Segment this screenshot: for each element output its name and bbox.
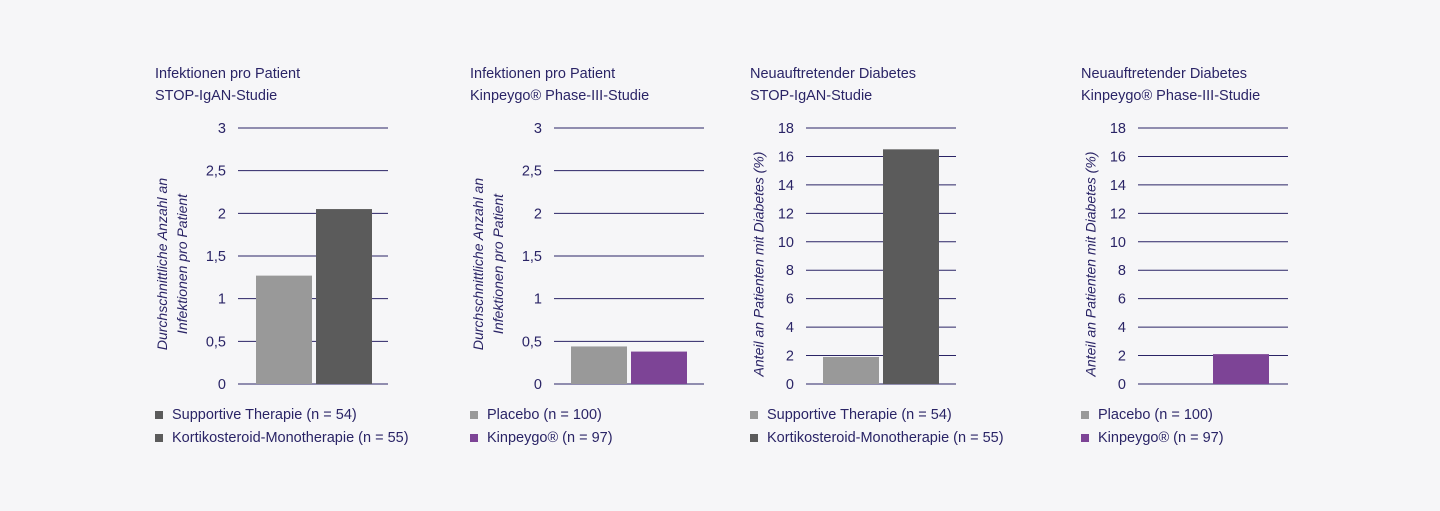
chart-title-line2: Kinpeygo® Phase-III-Studie — [1081, 88, 1261, 104]
y-tick-label: 2 — [1118, 349, 1126, 365]
y-tick-label: 2,5 — [522, 164, 542, 180]
legend-swatch — [155, 433, 163, 442]
legend-swatch — [1081, 410, 1089, 419]
legend-swatch — [470, 433, 478, 442]
legend-label: Kortikosteroid-Monotherapie (n = 55) — [767, 429, 1004, 446]
y-tick-label: 1 — [534, 292, 542, 308]
legend-label: Supportive Therapie (n = 54) — [767, 406, 952, 423]
bar-first-series — [571, 346, 627, 384]
bar-first-series — [823, 356, 879, 384]
chart-title: Infektionen pro Patient Kinpeygo® Phase-… — [470, 63, 649, 107]
y-tick-label: 0 — [786, 377, 794, 393]
legend: Supportive Therapie (n = 54) Kortikoster… — [750, 403, 1004, 449]
legend-label: Placebo (n = 100) — [487, 406, 602, 423]
bar-chart: 0 0,5 1 1,5 2 2,5 3 — [206, 121, 388, 393]
y-tick-label: 14 — [778, 178, 794, 194]
legend-item: Kinpeygo® (n = 97) — [1081, 426, 1224, 449]
legend-item: Placebo (n = 100) — [470, 403, 613, 426]
legend-swatch — [155, 410, 163, 419]
legend-item: Supportive Therapie (n = 54) — [155, 403, 409, 426]
y-tick-label: 4 — [786, 320, 794, 336]
y-tick-label: 12 — [778, 206, 794, 222]
y-tick-label: 6 — [1118, 292, 1126, 308]
y-tick-label: 0 — [218, 377, 226, 393]
y-tick-label: 10 — [778, 235, 794, 251]
legend-label: Placebo (n = 100) — [1098, 406, 1213, 423]
y-tick-label: 3 — [534, 121, 542, 137]
legend-item: Supportive Therapie (n = 54) — [750, 403, 1004, 426]
legend-label: Kinpeygo® (n = 97) — [487, 429, 613, 446]
y-tick-label: 16 — [1110, 149, 1126, 165]
legend-swatch — [470, 410, 478, 419]
legend-label: Kinpeygo® (n = 97) — [1098, 429, 1224, 446]
legend: Supportive Therapie (n = 54) Kortikoster… — [155, 403, 409, 449]
bar-chart: 0 2 4 6 8 10 12 14 16 18 — [778, 121, 956, 393]
chart-title-line1: Neuauftretender Diabetes — [1081, 66, 1248, 82]
y-tick-label: 4 — [1118, 320, 1126, 336]
legend-label: Supportive Therapie (n = 54) — [172, 406, 357, 423]
chart-title-line1: Neuauftretender Diabetes — [750, 66, 917, 82]
y-tick-label: 8 — [1118, 263, 1126, 279]
chart-title-line1: Infektionen pro Patient — [155, 66, 301, 82]
y-tick-label: 1,5 — [206, 249, 226, 265]
bar-second-series — [316, 209, 372, 384]
y-tick-label: 0,5 — [522, 334, 542, 350]
chart-panel-diabetes-stop-igan: Neuauftretender Diabetes STOP-IgAN-Studi… — [750, 63, 1004, 449]
y-tick-label: 0,5 — [206, 334, 226, 350]
legend-item: Placebo (n = 100) — [1081, 403, 1224, 426]
bar-second-series — [631, 351, 687, 384]
y-tick-label: 2 — [218, 206, 226, 222]
y-tick-label: 0 — [534, 377, 542, 393]
chart-title-line2: STOP-IgAN-Studie — [750, 88, 873, 104]
bar-first-series — [256, 275, 312, 384]
legend-swatch — [750, 410, 758, 419]
chart-title-line2: Kinpeygo® Phase-III-Studie — [470, 88, 650, 104]
legend: Placebo (n = 100) Kinpeygo® (n = 97) — [1081, 403, 1224, 449]
chart-panel-infections-stop-igan: Infektionen pro Patient STOP-IgAN-Studie… — [0, 0, 408, 511]
legend-swatch — [750, 433, 758, 442]
y-tick-label: 3 — [218, 121, 226, 137]
y-tick-label: 16 — [778, 149, 794, 165]
y-tick-label: 0 — [1118, 377, 1126, 393]
chart-title: Infektionen pro Patient STOP-IgAN-Studie — [155, 63, 300, 107]
y-tick-label: 1,5 — [522, 249, 542, 265]
y-tick-label: 10 — [1110, 235, 1126, 251]
bar-chart: 0 0,5 1 1,5 2 2,5 3 — [522, 121, 704, 393]
y-tick-label: 18 — [778, 121, 794, 137]
chart-panel-infections-kinpeygo: Infektionen pro Patient Kinpeygo® Phase-… — [470, 63, 704, 449]
chart-title: Neuauftretender Diabetes Kinpeygo® Phase… — [1081, 63, 1260, 107]
chart-title-line1: Infektionen pro Patient — [470, 66, 616, 82]
y-tick-label: 1 — [218, 292, 226, 308]
y-tick-label: 8 — [786, 263, 794, 279]
y-tick-label: 12 — [1110, 206, 1126, 222]
legend-item: Kinpeygo® (n = 97) — [470, 426, 613, 449]
y-tick-label: 2 — [786, 349, 794, 365]
bar-second-series — [883, 149, 939, 384]
legend-swatch — [1081, 433, 1089, 442]
legend-item: Kortikosteroid-Monotherapie (n = 55) — [750, 426, 1004, 449]
legend-label: Kortikosteroid-Monotherapie (n = 55) — [172, 429, 409, 446]
chart-title: Neuauftretender Diabetes STOP-IgAN-Studi… — [750, 63, 916, 107]
y-tick-label: 14 — [1110, 178, 1126, 194]
y-tick-label: 6 — [786, 292, 794, 308]
y-tick-label: 18 — [1110, 121, 1126, 137]
y-tick-label: 2,5 — [206, 164, 226, 180]
bar-second-series — [1213, 354, 1269, 384]
y-tick-label: 2 — [534, 206, 542, 222]
legend-item: Kortikosteroid-Monotherapie (n = 55) — [155, 426, 409, 449]
chart-title-line2: STOP-IgAN-Studie — [155, 88, 278, 104]
legend: Placebo (n = 100) Kinpeygo® (n = 97) — [470, 403, 613, 449]
